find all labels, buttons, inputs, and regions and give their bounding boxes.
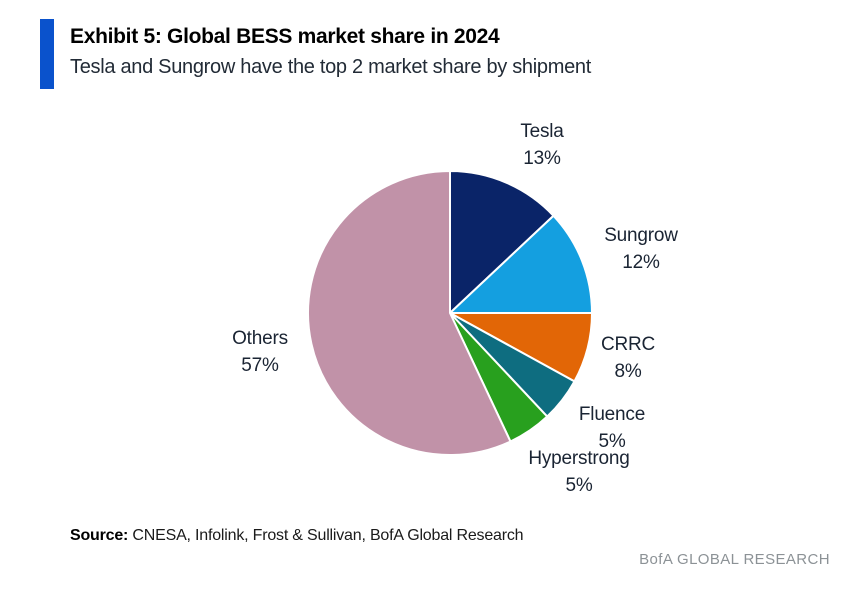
slice-name: Sungrow [604,225,678,246]
slice-percent: 5% [565,475,593,496]
source-line: Source: CNESA, Infolink, Frost & Sulliva… [70,527,770,545]
exhibit-subtitle: Tesla and Sungrow have the top 2 market … [70,56,591,78]
slice-name: Fluence [578,404,646,425]
slice-name: CRRC [600,334,656,355]
source-text: CNESA, Infolink, Frost & Sullivan, BofA … [128,527,524,544]
slice-name: Hyperstrong [528,448,630,469]
slice-label-tesla: Tesla 13% [442,118,642,172]
slice-label-hyperstrong: Hyperstrong 5% [459,445,699,499]
slice-label-crrc: CRRC 8% [528,331,728,385]
slice-name: Tesla [520,121,564,142]
pie-slice-tesla [449,170,555,314]
source-label: Source: [70,527,129,544]
slice-label-sungrow: Sungrow 12% [541,222,741,276]
exhibit-accent-bar [40,19,54,89]
slice-name: Others [232,328,288,349]
slice-label-others: Others 57% [160,325,360,379]
slice-percent: 8% [614,361,642,382]
slice-percent: 5% [598,431,626,452]
pie-slice-sungrow [449,214,593,314]
brand-footer: BofA GLOBAL RESEARCH [639,551,830,568]
slice-label-fluence: Fluence 5% [512,401,712,455]
exhibit-title: Exhibit 5: Global BESS market share in 2… [70,25,500,48]
slice-percent: 57% [241,355,279,376]
slice-percent: 13% [523,148,561,169]
pie-slice-others [307,170,512,456]
slice-percent: 12% [622,252,660,273]
